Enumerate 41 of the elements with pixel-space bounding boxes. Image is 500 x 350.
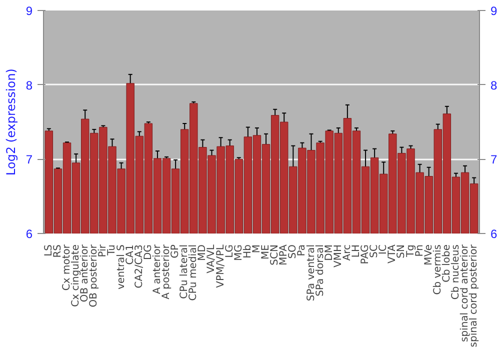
y2-tick-label: 7 [490,152,498,167]
x-tick-label: Cb vermis [432,244,444,295]
x-tick-label: spinal cord posterior [468,244,480,348]
x-tick-label: DM [324,244,335,261]
y2-tick-label: 6 [490,227,498,241]
y-tick-label: 6 [26,227,33,241]
y-tick-label: 8 [26,78,33,92]
x-tick-label: VPM/VPL [215,244,226,288]
x-tick-label: GP [170,244,182,258]
y2-tick-label: 9 [490,4,498,18]
x-tick-label: RS [52,244,64,258]
x-tick-label: Hb [242,244,254,258]
y-tick-label: 7 [26,152,33,167]
x-tick-label: Tu [106,244,118,256]
x-tick-label: CA1 [124,244,136,265]
y-tick-label: 9 [26,4,33,18]
x-tick-label: Arc [342,244,353,261]
x-tick-label: VA/VL [206,244,218,274]
x-tick-label: CA2/CA3 [134,244,145,288]
x-tick-label: SPa ventral [306,244,317,302]
y-axis-title: Log2 (expression) [4,68,18,176]
x-tick-label: ventral S [116,244,127,290]
y2-tick-label: 8 [490,78,498,92]
x-tick-label: SN [396,244,408,258]
x-tick-label: DG [142,244,154,260]
x-tick-label: A posterior [161,244,172,300]
x-tick-label: LH [350,244,362,258]
x-tick-label: A anterior [152,244,163,294]
x-tick-label: MG [233,244,244,261]
x-tick-label: Tg [405,244,416,258]
x-tick-label: OB posterior [88,244,100,308]
x-tick-label: Pn [414,244,426,257]
x-tick-label: Cb lobe [441,244,452,282]
x-tick-label: VMH [332,244,344,268]
x-tick-label: MVe [423,244,434,266]
x-tick-label: M [251,244,262,254]
x-tick-label: SPa dorsal [314,244,326,296]
x-tick-label: LG [224,244,236,258]
x-tick-label: Cb nucleus [450,244,462,300]
x-tick-label: LS [43,244,54,256]
x-tick-label: Pa [296,244,308,256]
